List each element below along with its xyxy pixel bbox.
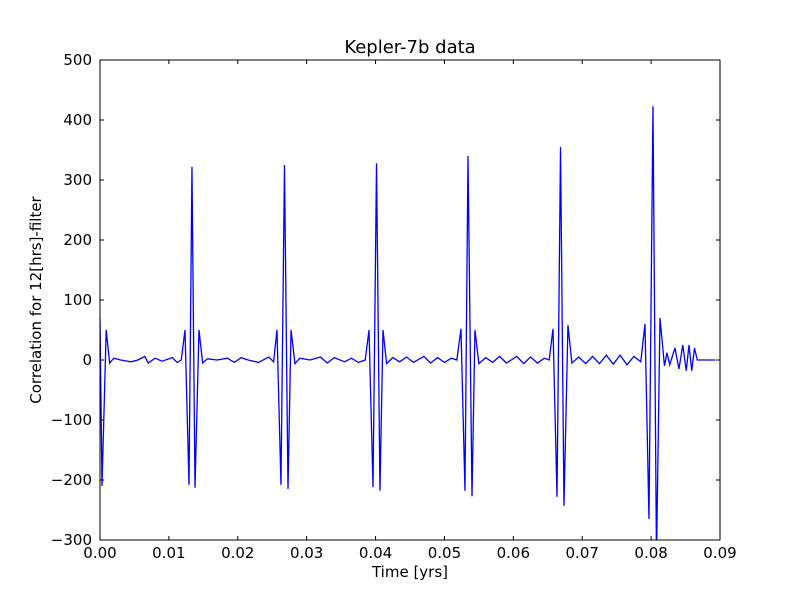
x-tick-label: 0.04 [359, 544, 392, 562]
y-axis-label: Correlation for 12[hrs]-filter [27, 195, 45, 403]
chart-title: Kepler-7b data [344, 37, 475, 58]
x-tick-label: 0.02 [221, 544, 254, 562]
x-axis-label: Time [yrs] [371, 563, 448, 581]
y-tick-label: 0 [82, 351, 92, 369]
y-tick-label: −300 [51, 531, 92, 549]
y-tick-label: 500 [63, 51, 92, 69]
y-tick-label: 200 [63, 231, 92, 249]
x-tick-label: 0.03 [290, 544, 323, 562]
y-tick-label: −100 [51, 411, 92, 429]
x-tick-label: 0.07 [566, 544, 599, 562]
x-tick-label: 0.00 [83, 544, 116, 562]
plot-frame [99, 59, 721, 541]
data-line [100, 106, 716, 540]
x-tick-label: 0.06 [497, 544, 530, 562]
y-tick-label: 400 [63, 111, 92, 129]
y-tick-label: 100 [63, 291, 92, 309]
y-tick-label: −200 [51, 471, 92, 489]
y-tick-label: 300 [63, 171, 92, 189]
x-tick-label: 0.08 [634, 544, 667, 562]
x-tick-label: 0.05 [428, 544, 461, 562]
x-tick-label: 0.01 [152, 544, 185, 562]
x-tick-label: 0.09 [703, 544, 736, 562]
